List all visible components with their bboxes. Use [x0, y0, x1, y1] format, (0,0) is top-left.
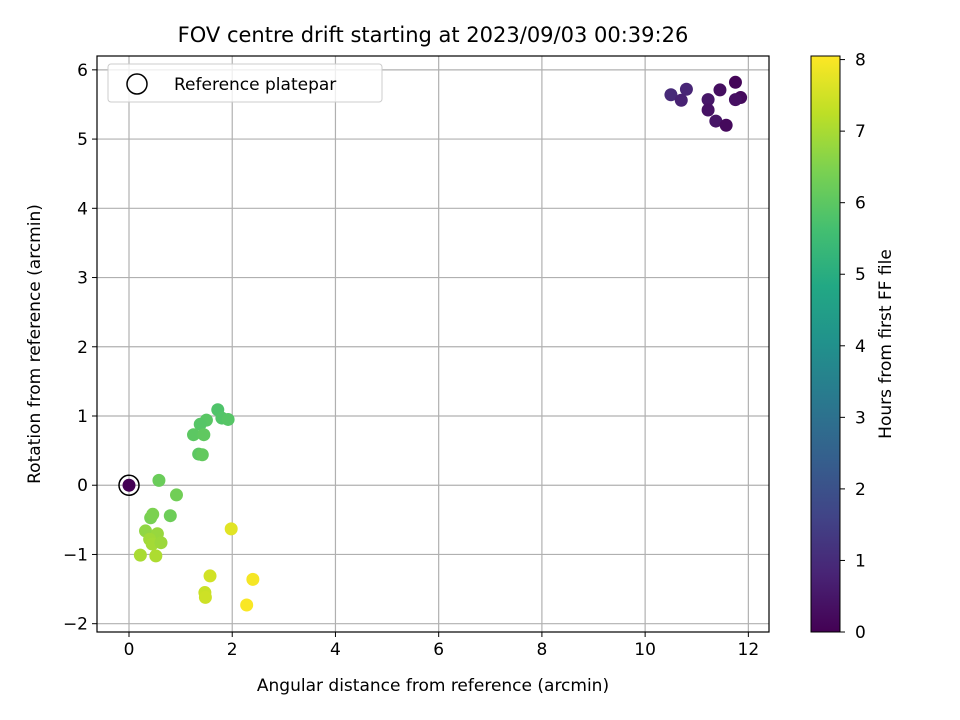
- data-point: [122, 478, 136, 492]
- x-tick-label: 10: [634, 640, 656, 660]
- data-point: [713, 83, 727, 97]
- colorbar-tick-label: 2: [855, 480, 866, 500]
- data-point: [701, 103, 715, 117]
- data-point: [728, 93, 742, 107]
- colorbar-tick-label: 8: [855, 51, 866, 71]
- data-point: [146, 507, 160, 521]
- x-axis-label: Angular distance from reference (arcmin): [257, 676, 609, 696]
- x-tick-label: 0: [124, 640, 135, 660]
- data-point: [240, 598, 254, 612]
- y-tick-label: 1: [77, 407, 88, 427]
- y-tick-label: 3: [77, 269, 88, 289]
- y-tick-label: −2: [63, 615, 88, 635]
- data-point: [224, 522, 238, 536]
- x-tick-label: 2: [227, 640, 238, 660]
- legend-marker-reference: [126, 73, 148, 95]
- data-point: [679, 82, 693, 96]
- legend: Reference platepar: [107, 63, 383, 103]
- data-point: [701, 93, 715, 107]
- colorbar-tick-label: 1: [855, 551, 866, 571]
- y-tick-label: 0: [77, 476, 88, 496]
- reference-platepar-marker: [118, 474, 140, 496]
- x-tick-label: 8: [536, 640, 547, 660]
- grid-lines: [97, 56, 769, 632]
- y-axis-label: Rotation from reference (arcmin): [25, 204, 45, 484]
- data-point: [163, 509, 177, 523]
- data-point: [133, 548, 147, 562]
- y-tick-label: 4: [77, 199, 88, 219]
- data-point: [221, 412, 235, 426]
- data-point: [719, 118, 733, 132]
- x-tick-label: 4: [330, 640, 341, 660]
- data-point: [187, 428, 201, 442]
- data-points: [118, 75, 748, 612]
- data-point: [197, 428, 211, 442]
- data-point: [195, 448, 209, 462]
- legend-entry-reference: Reference platepar: [174, 75, 336, 95]
- data-point: [169, 488, 183, 502]
- colorbar: 0 1 2 3 4 5 6 7 8 Hours from first FF file: [810, 51, 896, 643]
- data-point: [193, 417, 207, 431]
- data-point: [149, 549, 163, 563]
- data-point: [152, 473, 166, 487]
- x-tick-label: 12: [738, 640, 760, 660]
- y-tick-label: −1: [63, 545, 88, 565]
- data-point: [709, 114, 723, 128]
- y-tick-label: 5: [77, 130, 88, 150]
- data-point: [246, 572, 260, 586]
- data-point: [664, 88, 678, 102]
- colorbar-ticks: 0 1 2 3 4 5 6 7 8: [840, 51, 866, 643]
- x-axis-ticks: 0 2 4 6 8 10 12: [124, 632, 760, 660]
- data-point: [154, 536, 168, 550]
- data-point: [198, 590, 212, 604]
- y-tick-label: 6: [77, 61, 88, 81]
- y-axis-ticks: −2 −1 0 1 2 3 4 5 6: [63, 61, 97, 635]
- colorbar-tick-label: 5: [855, 265, 866, 285]
- colorbar-tick-label: 0: [855, 623, 866, 643]
- plot-area-frame: [96, 55, 770, 633]
- colorbar-tick-label: 6: [855, 194, 866, 214]
- data-point: [674, 93, 688, 107]
- y-tick-label: 2: [77, 338, 88, 358]
- x-tick-label: 6: [433, 640, 444, 660]
- data-point: [728, 75, 742, 89]
- colorbar-tick-label: 7: [855, 122, 866, 142]
- colorbar-tick-label: 3: [855, 408, 866, 428]
- colorbar-tick-label: 4: [855, 337, 866, 357]
- colorbar-label: Hours from first FF file: [876, 249, 896, 439]
- chart-title: FOV centre drift starting at 2023/09/03 …: [178, 23, 689, 47]
- legend-box: [107, 63, 383, 103]
- colorbar-gradient: [810, 55, 841, 633]
- data-point: [203, 569, 217, 583]
